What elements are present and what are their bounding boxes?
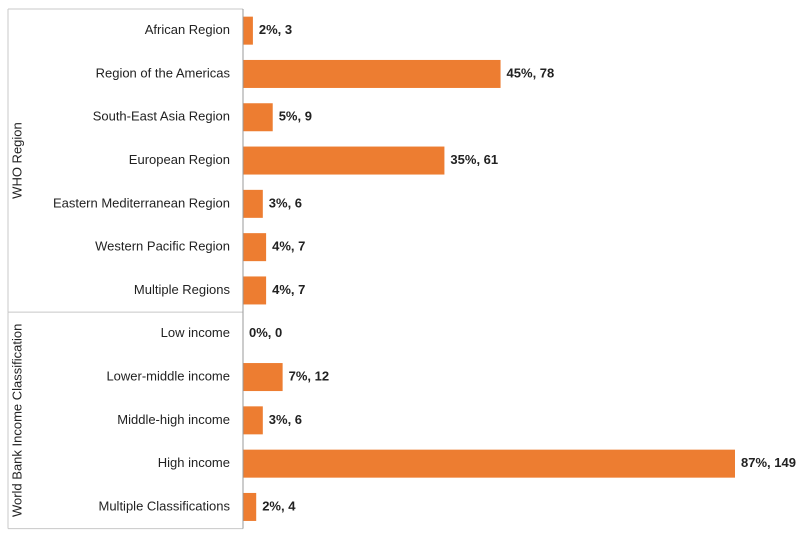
value-label: 4%, 7 [272,239,305,254]
value-label: 7%, 12 [289,368,329,383]
value-label: 3%, 6 [269,195,302,210]
value-label: 45%, 78 [507,65,555,80]
bar [243,276,267,305]
value-label: 2%, 4 [262,498,296,513]
bar [243,189,263,218]
value-label: 87%, 149 [741,455,796,470]
category-label: Western Pacific Region [95,239,230,254]
bar [243,363,283,392]
bar [243,59,501,88]
category-label: High income [158,455,230,470]
group-label: World Bank Income Classification [9,324,24,517]
value-label: 2%, 3 [259,22,292,37]
value-label: 4%, 7 [272,282,305,297]
category-label: European Region [129,152,230,167]
category-label: Lower-middle income [106,368,230,383]
bar [243,449,735,478]
bar [243,233,267,262]
category-label: Low income [161,325,230,340]
group-label: WHO Region [9,122,24,199]
value-label: 0%, 0 [249,325,282,340]
bar [243,492,257,521]
category-label: African Region [145,22,230,37]
category-label: Middle-high income [117,412,230,427]
bar [243,146,445,175]
bar [243,16,253,45]
bar [243,406,263,435]
value-label: 5%, 9 [279,109,312,124]
category-label: Eastern Mediterranean Region [53,195,230,210]
category-label: Multiple Regions [134,282,231,297]
value-label: 35%, 61 [450,152,498,167]
value-label: 3%, 6 [269,412,302,427]
category-label: Region of the Americas [96,65,231,80]
category-label: Multiple Classifications [99,498,231,513]
category-label: South-East Asia Region [93,109,230,124]
bar [243,103,273,132]
